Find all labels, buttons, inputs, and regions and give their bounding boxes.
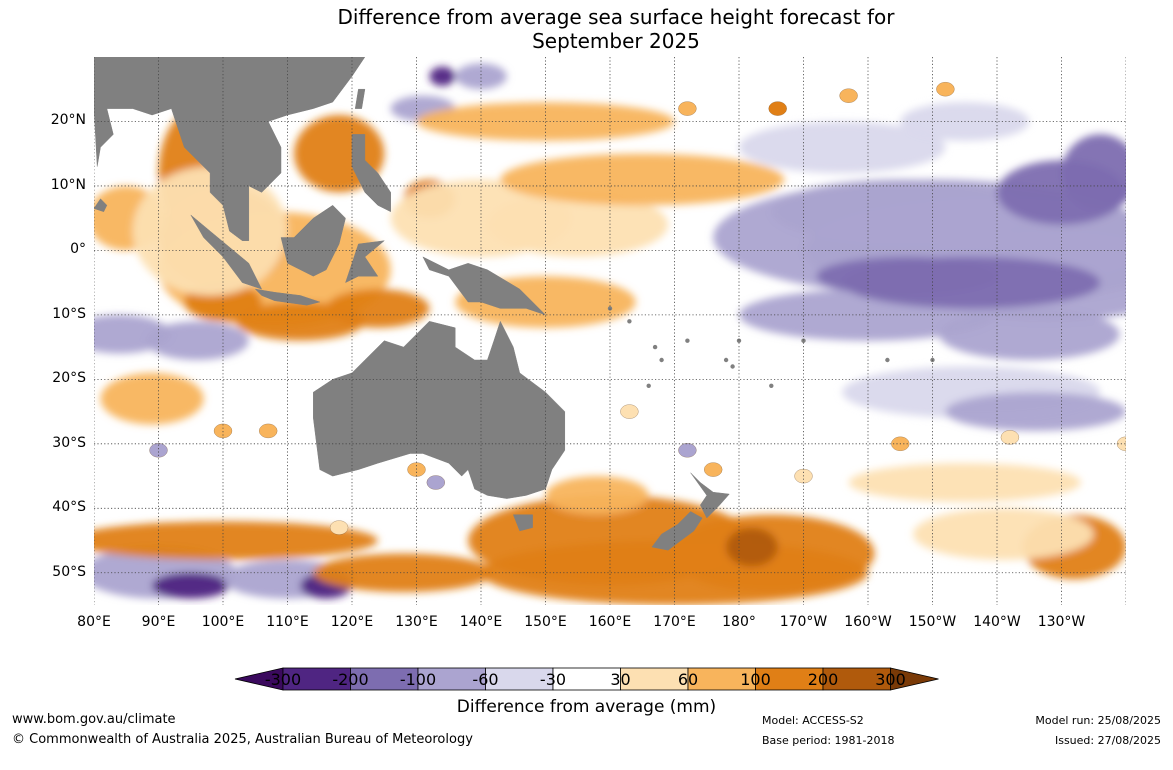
title-line-2: September 2025: [532, 29, 700, 53]
lon-label: 140°W: [973, 614, 1021, 630]
lat-label: 30°S: [52, 434, 86, 451]
scale-tick-label: 300: [875, 670, 906, 689]
model-run-date: Model run: 25/08/2025: [1035, 714, 1161, 727]
scale-tick-label: -30: [539, 670, 567, 689]
chart-title: Difference from average sea surface heig…: [0, 5, 1173, 53]
lon-label: 140°E: [459, 614, 503, 630]
lon-label: 170°W: [779, 614, 828, 630]
lon-label: 130°E: [395, 614, 438, 630]
lon-label: 80°E: [77, 614, 111, 630]
lon-label: 160°E: [588, 614, 632, 630]
scale-tick-label: 60: [677, 670, 699, 689]
scale-tick-label: 100: [740, 670, 771, 689]
scale-tick-label: 30: [610, 670, 631, 689]
scale-tick-label: 200: [807, 670, 839, 689]
anomaly-field: [94, 63, 1126, 605]
website-link[interactable]: www.bom.gov.au/climate: [12, 712, 176, 727]
graticule: [94, 57, 1126, 605]
map-canvas: [94, 57, 1126, 605]
forecast-map: [94, 57, 1126, 605]
scale-tick-label: -300: [264, 670, 302, 689]
lon-label: 150°E: [524, 614, 567, 630]
lat-label: 50°S: [52, 563, 86, 580]
lon-label: 90°E: [141, 614, 176, 630]
lon-label: 150°W: [908, 614, 957, 630]
lon-label: 170°E: [653, 614, 696, 630]
lon-label: 100°E: [201, 614, 245, 630]
lat-label: 20°S: [52, 370, 86, 387]
lat-label: 10°N: [50, 176, 86, 193]
model-name: Model: ACCESS-S2: [762, 714, 864, 727]
lon-label: 130°W: [1037, 614, 1086, 630]
scale-tick-label: -60: [472, 670, 499, 689]
lon-label: 160°W: [844, 614, 892, 630]
landmasses: [94, 57, 935, 551]
title-line-1: Difference from average sea surface heig…: [337, 5, 895, 29]
lat-label: 40°S: [52, 499, 86, 516]
lon-label: 110°E: [266, 614, 309, 630]
lon-label: 180°: [722, 614, 756, 630]
scale-arrow-high: [890, 667, 939, 691]
lon-label: 120°E: [330, 614, 374, 630]
colour-scale-bar: [234, 667, 939, 691]
lat-label: 20°N: [50, 112, 86, 129]
lat-label: 0°: [70, 241, 86, 258]
base-period: Base period: 1981-2018: [762, 734, 895, 747]
scale-tick-label: -200: [332, 670, 369, 689]
scale-tick-label: -100: [399, 670, 437, 689]
legend-title: Difference from average (mm): [456, 697, 717, 717]
lat-label: 10°S: [52, 305, 86, 322]
copyright-text: © Commonwealth of Australia 2025, Austra…: [12, 732, 473, 747]
issued-date: Issued: 27/08/2025: [1054, 734, 1161, 747]
